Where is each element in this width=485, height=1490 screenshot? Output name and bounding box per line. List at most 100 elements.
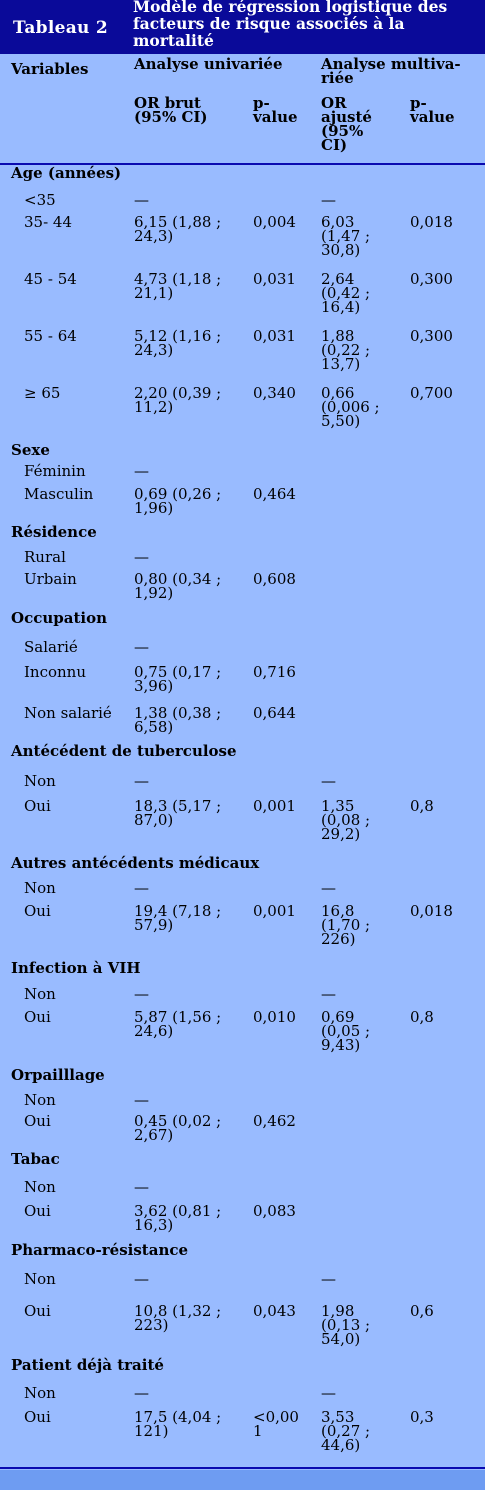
cell-or-brut: — — [134, 1178, 149, 1196]
cell-pvalue-uni: 0,031 — [253, 270, 296, 288]
section-title: Patient déjà traité — [11, 1356, 164, 1374]
row-label: Oui — [24, 1408, 51, 1426]
row-label: 45 - 54 — [24, 270, 77, 288]
cell-or-brut: — — [134, 462, 149, 480]
cell-or-brut: — — [134, 638, 149, 656]
col-or-brut: OR brut (95% CI) — [134, 94, 208, 126]
section-title: Résidence — [11, 523, 97, 541]
cell-pvalue-uni: 0,462 — [253, 1112, 296, 1130]
cell-or-brut: 18,3 (5,17 ; 87,0) — [134, 797, 222, 829]
row-label: Non — [24, 1091, 56, 1109]
table-title: Modèle de régression logistique des fact… — [133, 0, 448, 50]
cell-pvalue-uni: 0,001 — [253, 797, 296, 815]
cell-pvalue-multi: 0,8 — [410, 1008, 434, 1026]
cell-pvalue-multi: 0,700 — [410, 384, 453, 402]
section-title: Age (années) — [11, 164, 122, 182]
cell-pvalue-multi: 0,6 — [410, 1302, 434, 1320]
row-label: Rural — [24, 548, 66, 566]
cell-or-brut: — — [134, 1270, 149, 1288]
cell-pvalue-uni: 0,083 — [253, 1202, 296, 1220]
cell-pvalue-uni: 0,464 — [253, 485, 296, 503]
cell-or-brut: 3,62 (0,81 ; 16,3) — [134, 1202, 222, 1234]
row-label: Non salarié — [24, 704, 112, 722]
section-title: Antécédent de tuberculose — [11, 742, 237, 760]
row-label: Oui — [24, 1302, 51, 1320]
cell-or-brut: — — [134, 879, 149, 897]
cell-or-adjusted: — — [321, 1384, 336, 1402]
cell-or-brut: — — [134, 772, 149, 790]
cell-or-brut: 5,87 (1,56 ; 24,6) — [134, 1008, 222, 1040]
cell-pvalue-uni: 0,004 — [253, 213, 296, 231]
col-multivariate: Analyse multiva-riée — [321, 55, 461, 87]
col-or-ajuste: OR ajusté (95% CI) — [321, 94, 372, 154]
cell-or-brut: 0,80 (0,34 ; 1,92) — [134, 570, 222, 602]
cell-pvalue-uni: 0,608 — [253, 570, 296, 588]
cell-or-adjusted: 16,8 (1,70 ; 226) — [321, 902, 371, 948]
cell-or-adjusted: 0,69 (0,05 ; 9,43) — [321, 1008, 371, 1054]
col-pvalue-uni: p-value — [253, 94, 298, 126]
section-title: Orpailllage — [11, 1066, 105, 1084]
cell-or-adjusted: 6,03 (1,47 ; 30,8) — [321, 213, 371, 259]
footer-rule — [0, 1467, 485, 1469]
cell-pvalue-uni: 0,031 — [253, 327, 296, 345]
cell-or-brut: — — [134, 191, 149, 209]
cell-or-adjusted: — — [321, 879, 336, 897]
col-pvalue-multi: p-value — [410, 94, 455, 126]
cell-pvalue-multi: 0,3 — [410, 1408, 434, 1426]
cell-or-brut: — — [134, 1384, 149, 1402]
section-title: Pharmaco-résistance — [11, 1241, 189, 1259]
row-label: Oui — [24, 1008, 51, 1026]
cell-or-adjusted: — — [321, 191, 336, 209]
cell-pvalue-multi: 0,300 — [410, 327, 453, 345]
header-rule — [0, 163, 485, 165]
cell-or-brut: — — [134, 548, 149, 566]
row-label: Non — [24, 772, 56, 790]
cell-or-brut: 0,45 (0,02 ; 2,67) — [134, 1112, 222, 1144]
cell-or-brut: 0,69 (0,26 ; 1,96) — [134, 485, 222, 517]
cell-or-brut: 1,38 (0,38 ; 6,58) — [134, 704, 222, 736]
col-univariate: Analyse univariée — [134, 55, 283, 73]
section-title: Tabac — [11, 1150, 60, 1168]
row-label: Non — [24, 1178, 56, 1196]
cell-pvalue-uni: 0,043 — [253, 1302, 296, 1320]
cell-pvalue-uni: 0,340 — [253, 384, 296, 402]
row-label: Oui — [24, 1112, 51, 1130]
table-label: Tableau 2 — [13, 18, 109, 38]
cell-or-brut: 0,75 (0,17 ; 3,96) — [134, 663, 222, 695]
row-label: Inconnu — [24, 663, 86, 681]
section-title: Autres antécédents médicaux — [11, 854, 260, 872]
row-label: Oui — [24, 797, 51, 815]
row-label: Masculin — [24, 485, 94, 503]
row-label: <35 — [24, 191, 56, 209]
row-label: Oui — [24, 1202, 51, 1220]
row-label: Oui — [24, 902, 51, 920]
row-label: Non — [24, 1384, 56, 1402]
cell-or-brut: 2,20 (0,39 ; 11,2) — [134, 384, 222, 416]
cell-pvalue-uni: 0,001 — [253, 902, 296, 920]
cell-or-brut: 6,15 (1,88 ; 24,3) — [134, 213, 222, 245]
cell-or-brut: — — [134, 1091, 149, 1109]
row-label: Salarié — [24, 638, 78, 656]
cell-pvalue-multi: 0,018 — [410, 902, 453, 920]
cell-or-brut: 17,5 (4,04 ; 121) — [134, 1408, 222, 1440]
row-label: Féminin — [24, 462, 86, 480]
cell-pvalue-multi: 0,8 — [410, 797, 434, 815]
row-label: Non — [24, 1270, 56, 1288]
row-label: 55 - 64 — [24, 327, 77, 345]
cell-or-brut: — — [134, 985, 149, 1003]
table-header-bar: Tableau 2 Modèle de régression logistiqu… — [0, 0, 485, 54]
row-label: Non — [24, 985, 56, 1003]
cell-or-brut: 19,4 (7,18 ; 57,9) — [134, 902, 222, 934]
section-title: Infection à VIH — [11, 959, 141, 977]
cell-or-adjusted: 1,35 (0,08 ; 29,2) — [321, 797, 371, 843]
row-label: Non — [24, 879, 56, 897]
cell-or-adjusted: 3,53 (0,27 ; 44,6) — [321, 1408, 371, 1454]
col-variables: Variables — [11, 60, 89, 78]
cell-or-adjusted: 1,88 (0,22 ; 13,7) — [321, 327, 371, 373]
cell-pvalue-uni: 0,010 — [253, 1008, 296, 1026]
cell-or-adjusted: — — [321, 772, 336, 790]
cell-or-adjusted: 0,66 (0,006 ; 5,50) — [321, 384, 380, 430]
row-label: 35- 44 — [24, 213, 73, 231]
cell-or-brut: 4,73 (1,18 ; 21,1) — [134, 270, 222, 302]
cell-pvalue-uni: 0,716 — [253, 663, 296, 681]
